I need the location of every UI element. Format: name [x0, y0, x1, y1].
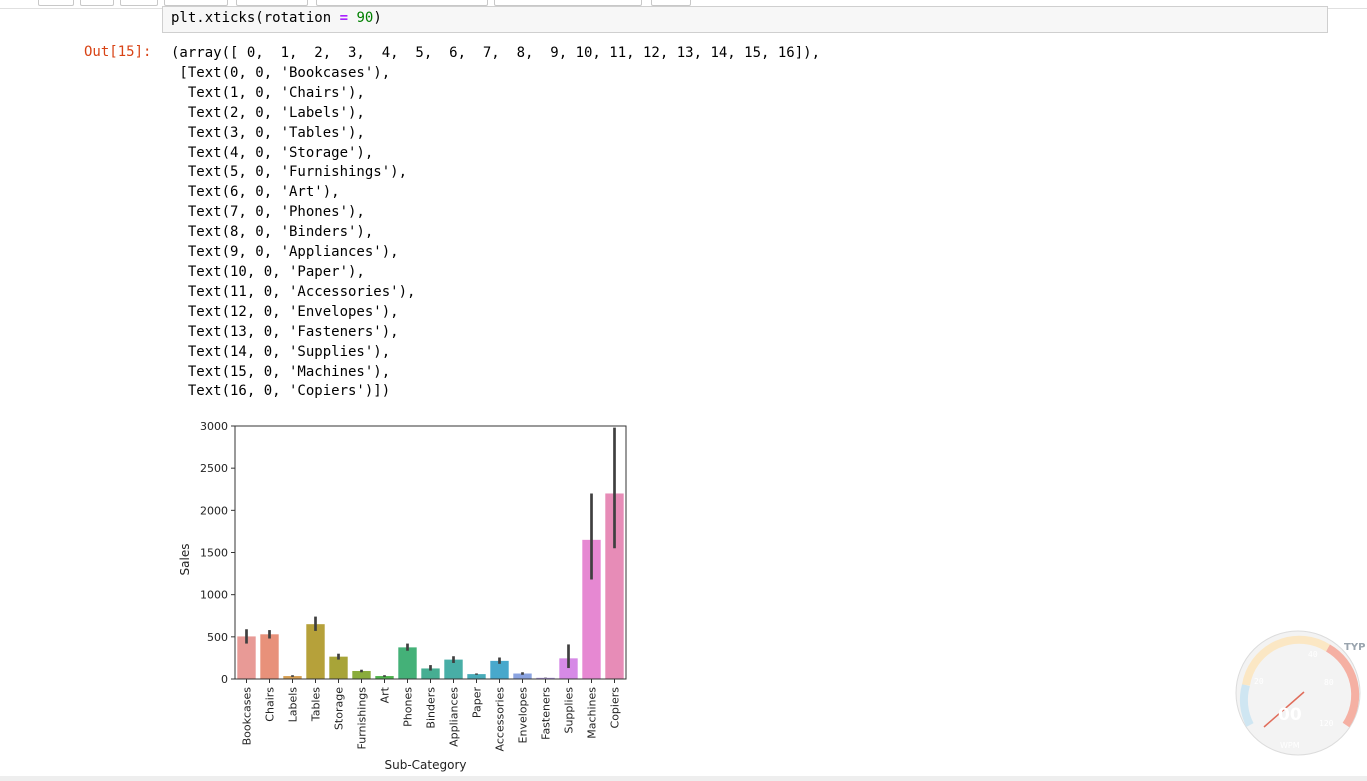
output-line: Text(8, 0, 'Binders'),: [171, 224, 374, 241]
x-tick-label: Machines: [586, 687, 599, 739]
bar-phones: [398, 647, 417, 679]
output-line: Text(5, 0, 'Furnishings'),: [171, 164, 408, 181]
toolbar-button[interactable]: [38, 0, 74, 6]
x-axis-label: Sub-Category: [385, 758, 467, 772]
x-tick-label: Bookcases: [241, 687, 254, 746]
output-line: Text(12, 0, 'Envelopes'),: [171, 303, 399, 320]
x-tick-label: Envelopes: [517, 687, 530, 744]
bar-copiers: [605, 493, 624, 679]
code-text: plt.xticks(rotation: [171, 10, 340, 26]
gauge-face: [1235, 630, 1361, 756]
x-tick-label: Storage: [333, 687, 346, 730]
bar-chairs: [260, 634, 279, 679]
x-tick-label: Fasteners: [540, 687, 553, 740]
x-tick-label: Tables: [310, 687, 323, 722]
gauge-arc-yellow: [1242, 635, 1331, 686]
x-tick-label: Appliances: [448, 687, 461, 747]
x-tick-label: Art: [379, 686, 392, 703]
output-line: Text(6, 0, 'Art'),: [171, 184, 340, 201]
x-tick-label: Furnishings: [356, 687, 369, 750]
code-line[interactable]: plt.xticks(rotation = 90): [171, 10, 382, 26]
y-tick-label: 3000: [200, 420, 228, 433]
gauge-arc-blue: [1239, 683, 1254, 727]
gauge-arc-red: [1325, 644, 1360, 728]
gauge-needle: [1263, 691, 1305, 728]
code-suffix: ): [373, 10, 382, 26]
toolbar-button[interactable]: [164, 0, 228, 6]
bar-art: [375, 676, 394, 679]
bar-bookcases: [237, 636, 256, 679]
output-line: Text(9, 0, 'Appliances'),: [171, 244, 399, 261]
search-icon-handle: [1348, 742, 1354, 748]
gauge-tick-label: 80: [1324, 678, 1334, 687]
bar-appliances: [444, 659, 463, 679]
output-line: Text(3, 0, 'Tables'),: [171, 124, 365, 141]
y-tick-label: 1500: [200, 547, 228, 560]
gauge-tick-label: 20: [1254, 677, 1264, 686]
output-line: Text(14, 0, 'Supplies'),: [171, 343, 391, 360]
gauge-corner-text: TYP: [1344, 642, 1365, 653]
code-number: 90: [356, 10, 374, 26]
y-tick-label: 2000: [200, 504, 228, 517]
bar-tables: [306, 624, 325, 679]
output-line: Text(1, 0, 'Chairs'),: [171, 84, 365, 101]
y-tick-label: 2500: [200, 462, 228, 475]
bar-machines: [582, 539, 601, 679]
toolbar-button[interactable]: [80, 0, 114, 6]
bar-envelopes: [513, 673, 532, 679]
x-tick-label: Chairs: [264, 687, 277, 722]
bar-accessories: [490, 660, 509, 679]
code-cell-input[interactable]: plt.xticks(rotation = 90): [162, 6, 1328, 33]
x-tick-label: Supplies: [563, 687, 576, 734]
y-tick-label: 0: [221, 673, 228, 686]
bar-labels: [283, 676, 302, 679]
x-tick-label: Accessories: [494, 687, 507, 752]
bar-chart: 0 500 1000 1500 2000 2500 3000 Bookcases Chairs L…: [178, 420, 627, 772]
output-line: Text(11, 0, 'Accessories'),: [171, 283, 416, 300]
output-line: Text(16, 0, 'Copiers')]): [171, 383, 391, 400]
bar-storage: [329, 656, 348, 679]
x-tick-label: Paper: [471, 687, 484, 719]
output-text: (array([ 0, 1, 2, 3, 4, 5, 6, 7, 8, 9, 1…: [171, 44, 820, 402]
toolbar-button[interactable]: [120, 0, 158, 6]
output-line: Text(10, 0, 'Paper'),: [171, 263, 365, 280]
gauge-value: 00: [1278, 705, 1302, 725]
code-operator: =: [339, 10, 349, 26]
gauge-tick-label: 120: [1319, 719, 1334, 728]
gauge-unit-label: WPM: [1280, 741, 1300, 750]
cell-type-dropdown[interactable]: [494, 0, 642, 6]
toolbar-button[interactable]: [316, 0, 488, 6]
bar-fasteners: [536, 677, 555, 679]
output-prompt: Out[15]:: [84, 44, 152, 60]
y-tick-label: 500: [207, 631, 228, 644]
toolbar-button[interactable]: [651, 0, 691, 6]
y-tick-label: 1000: [200, 589, 228, 602]
x-tick-label: Binders: [425, 687, 438, 729]
x-tick-label: Labels: [287, 687, 300, 723]
output-line: [Text(0, 0, 'Bookcases'),: [171, 64, 391, 81]
bar-furnishings: [352, 670, 371, 679]
output-line: Text(2, 0, 'Labels'),: [171, 104, 365, 121]
gauge-tick-label: 40: [1308, 650, 1318, 659]
x-tick-label: Copiers: [609, 687, 622, 729]
bar-supplies: [559, 658, 578, 679]
bar-paper: [467, 674, 486, 679]
output-line: Text(7, 0, 'Phones'),: [171, 204, 365, 221]
bottom-scroll-strip: [0, 776, 1367, 781]
toolbar-button[interactable]: [236, 0, 308, 6]
output-line: Text(4, 0, 'Storage'),: [171, 144, 374, 161]
x-tick-label: Phones: [402, 687, 415, 727]
search-icon[interactable]: [1350, 736, 1360, 746]
output-line: Text(15, 0, 'Machines'),: [171, 363, 391, 380]
y-axis-label: Sales: [178, 544, 192, 576]
bar-binders: [421, 668, 440, 679]
output-line: Text(13, 0, 'Fasteners'),: [171, 323, 399, 340]
wpm-gauge-widget[interactable]: 20 40 80 120 00 WPM TYP: [1228, 630, 1367, 758]
output-line: (array([ 0, 1, 2, 3, 4, 5, 6, 7, 8, 9, 1…: [171, 45, 821, 61]
plot-frame: [234, 425, 627, 680]
